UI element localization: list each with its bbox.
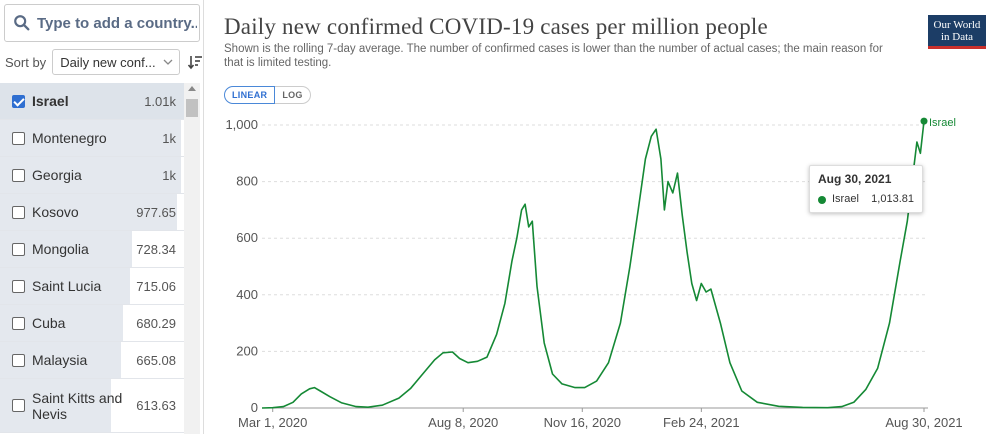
country-name: Georgia xyxy=(32,167,82,183)
sort-bar: Sort by Daily new conf... xyxy=(0,48,204,76)
chevron-down-icon xyxy=(163,59,173,65)
country-list: Israel 1.01k Montenegro 1k Georgia 1k Kosovo 97… xyxy=(0,83,184,433)
country-name: Saint Kitts and Nevis xyxy=(32,389,123,422)
country-name: Cuba xyxy=(32,315,66,331)
country-value: 977.65 xyxy=(136,204,176,220)
country-row[interactable]: Israel 1.01k xyxy=(0,83,184,120)
series-end-point xyxy=(920,117,928,125)
country-checkbox[interactable] xyxy=(12,316,25,330)
country-name: Mongolia xyxy=(32,241,89,257)
sort-select-value: Daily new conf... xyxy=(60,54,156,70)
country-value-bar xyxy=(0,194,178,230)
sort-label: Sort by xyxy=(5,54,47,70)
country-value: 1k xyxy=(162,167,176,183)
country-value: 665.08 xyxy=(136,352,176,368)
x-tick-label: Nov 16, 2020 xyxy=(544,415,621,430)
country-value: 613.63 xyxy=(136,398,176,413)
country-search[interactable] xyxy=(4,4,200,42)
country-value: 1k xyxy=(162,130,176,146)
chart-panel: Daily new confirmed COVID-19 cases per m… xyxy=(212,0,1000,434)
y-tick-label: 600 xyxy=(236,230,258,245)
country-row[interactable]: Kosovo 977.65 xyxy=(0,194,184,231)
country-name: Saint Lucia xyxy=(32,278,102,294)
search-input[interactable] xyxy=(37,14,197,32)
country-name: Malaysia xyxy=(32,352,88,368)
country-checkbox[interactable] xyxy=(12,205,25,219)
linear-scale-button[interactable]: LINEAR xyxy=(224,86,276,104)
country-value-bar xyxy=(0,120,182,156)
scroll-up-arrow-icon[interactable] xyxy=(188,86,196,91)
country-row[interactable]: Saint Lucia 715.06 xyxy=(0,268,184,305)
country-value-bar xyxy=(0,83,184,119)
chart-title: Daily new confirmed COVID-19 cases per m… xyxy=(224,14,768,39)
list-scrollbar[interactable] xyxy=(184,83,200,434)
country-row[interactable]: Mongolia 728.34 xyxy=(0,231,184,268)
owid-logo[interactable]: Our World in Data xyxy=(928,15,986,49)
country-value: 715.06 xyxy=(136,278,176,294)
y-tick-label: 400 xyxy=(236,287,258,302)
country-checkbox[interactable] xyxy=(12,353,25,367)
country-value: 1.01k xyxy=(144,93,176,109)
sort-order-icon[interactable] xyxy=(187,54,203,70)
x-tick-label: Aug 30, 2021 xyxy=(885,415,962,430)
country-checkbox[interactable] xyxy=(12,168,25,182)
logo-line-2: in Data xyxy=(940,31,974,43)
chart-subtitle: Shown is the rolling 7-day average. The … xyxy=(224,43,883,69)
x-tick-label: Aug 8, 2020 xyxy=(428,415,498,430)
x-tick-label: Feb 24, 2021 xyxy=(663,415,740,430)
country-row[interactable]: Montenegro 1k xyxy=(0,120,184,157)
country-checkbox[interactable] xyxy=(12,131,25,145)
country-checkbox[interactable] xyxy=(12,399,25,412)
country-name: Kosovo xyxy=(32,204,79,220)
hover-tooltip: Aug 30, 2021 Israel 1,013.81 xyxy=(809,165,923,213)
country-sidebar: Sort by Daily new conf... Israel 1.01k Mon… xyxy=(0,0,204,434)
country-value: 680.29 xyxy=(136,315,176,331)
tooltip-series-name: Israel xyxy=(832,193,859,205)
scroll-thumb[interactable] xyxy=(186,99,198,117)
country-value: 728.34 xyxy=(136,241,176,257)
scale-toggle: LINEAR LOG xyxy=(224,86,311,104)
log-scale-button[interactable]: LOG xyxy=(275,86,311,104)
x-tick-label: Mar 1, 2020 xyxy=(238,415,307,430)
series-end-label: Israel xyxy=(929,117,956,129)
country-row[interactable]: Cuba 680.29 xyxy=(0,305,184,342)
y-tick-label: 200 xyxy=(236,343,258,358)
series-line-israel xyxy=(261,121,925,409)
tooltip-value: 1,013.81 xyxy=(871,193,914,205)
country-row[interactable]: Saint Kitts and Nevis 613.63 xyxy=(0,379,184,433)
country-value-bar xyxy=(0,157,182,193)
logo-line-1: Our World xyxy=(933,19,981,31)
country-checkbox[interactable] xyxy=(12,94,25,108)
country-checkbox[interactable] xyxy=(12,242,25,256)
sort-select[interactable]: Daily new conf... xyxy=(52,49,181,75)
country-row[interactable]: Malaysia 665.08 xyxy=(0,342,184,379)
country-name: Montenegro xyxy=(32,130,107,146)
tooltip-date: Aug 30, 2021 xyxy=(818,172,892,186)
line-chart: 0 200 400 600 800 1,000 Mar 1, 2020 Aug 8, 2020… xyxy=(225,117,962,430)
country-checkbox[interactable] xyxy=(12,279,25,293)
country-row[interactable]: Georgia 1k xyxy=(0,157,184,194)
y-tick-label: 1,000 xyxy=(225,117,258,132)
tooltip-series-dot xyxy=(818,196,826,204)
country-name: Israel xyxy=(32,93,69,109)
y-tick-label: 800 xyxy=(236,174,258,189)
y-tick-label: 0 xyxy=(251,400,258,415)
search-icon xyxy=(14,15,30,31)
